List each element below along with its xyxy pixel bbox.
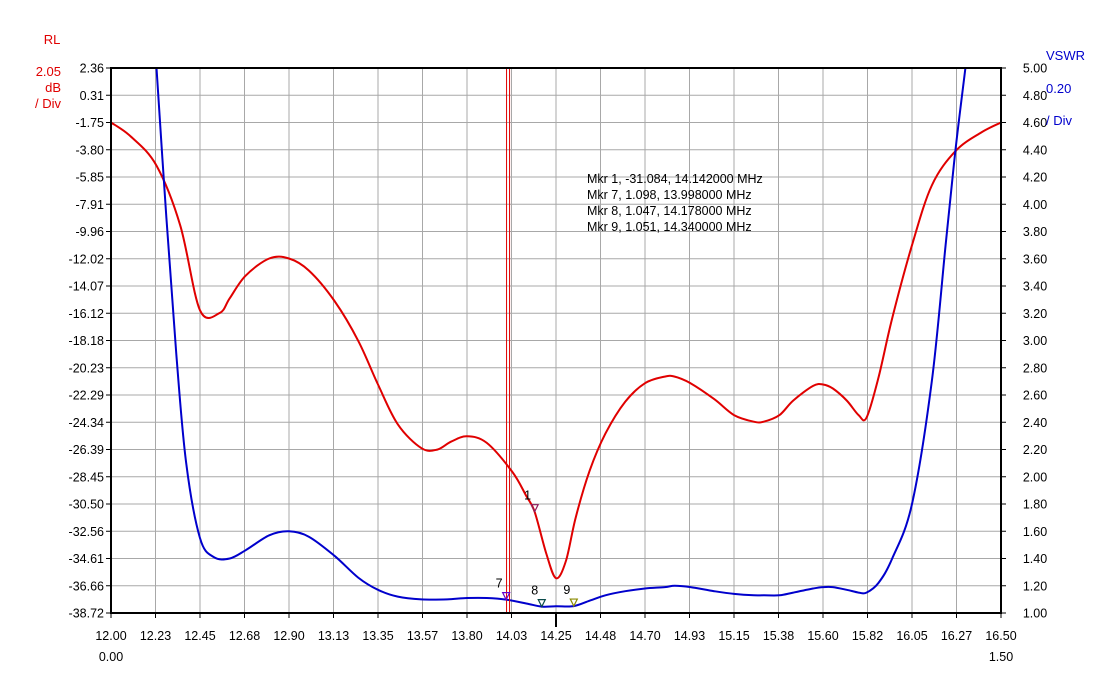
right-tick-label: 1.20 [1023,579,1047,593]
left-axis-title: RL [44,32,61,47]
marker-annotation: Mkr 7, 1.098, 13.998000 MHz [587,188,752,202]
left-tick-label: -26.39 [69,443,104,457]
marker-1-label: 1 [524,489,531,503]
x-tick-label: 16.05 [896,629,927,643]
marker-annotation: Mkr 1, -31.084, 14.142000 MHz [587,172,763,186]
left-tick-label: -16.12 [69,307,104,321]
left-tick-label: -34.61 [69,552,104,566]
cursor [506,68,511,613]
right-tick-label: 2.40 [1023,416,1047,430]
left-tick-label: -12.02 [69,252,104,266]
x-axis-ticks: 12.00 12.23 12.45 12.68 12.90 13.13 13.35 13.57… [95,613,1017,643]
x-tick-label: 12.68 [229,629,260,643]
right-tick-label: 2.20 [1023,443,1047,457]
right-tick-label: 3.00 [1023,334,1047,348]
x-tick-label: 14.48 [585,629,616,643]
right-tick-label: 4.60 [1023,116,1047,130]
right-tick-label: 1.60 [1023,525,1047,539]
left-tick-label: -9.96 [76,225,105,239]
right-tick-label: 4.40 [1023,143,1047,157]
marker-annotations: Mkr 1, -31.084, 14.142000 MHz Mkr 7, 1.09… [587,172,763,234]
right-axis-title: VSWR [1046,48,1085,63]
x-tick-label: 16.27 [941,629,972,643]
marker-7-triangle [501,592,511,601]
x-tick-label: 13.57 [407,629,438,643]
right-tick-label: 1.80 [1023,498,1047,512]
right-tick-label: 2.80 [1023,361,1047,375]
x-tick-label: 15.60 [807,629,838,643]
x-tick-label: 14.03 [496,629,527,643]
marker-8-triangle [537,598,547,608]
right-axis-ticks: 5.00 4.80 4.60 4.40 4.20 4.00 3.80 3.60 3.40 3.20… [1001,62,1047,621]
x-tick-label: 12.45 [184,629,215,643]
marker-9-label: 9 [563,583,570,597]
x-tick-label: 16.50 [985,629,1016,643]
left-tick-label: -5.85 [76,171,105,185]
x-tick-label: 15.82 [852,629,883,643]
right-tick-label: 3.60 [1023,252,1047,266]
right-tick-label: 3.40 [1023,280,1047,294]
left-axis-unit: dB [45,80,61,95]
left-axis-per-div: / Div [35,96,62,111]
left-tick-label: -22.29 [69,389,104,403]
x-tick-label: 15.15 [718,629,749,643]
left-axis-scale-value: 2.05 [36,64,61,79]
right-tick-label: 1.40 [1023,552,1047,566]
x-tick-label: 12.00 [95,629,126,643]
x-tick-label: 13.80 [451,629,482,643]
marker-9-triangle [569,598,579,608]
left-tick-label: -36.66 [69,579,104,593]
left-tick-label: -14.07 [69,280,104,294]
left-tick-label: -7.91 [76,198,105,212]
left-tick-label: -30.50 [69,498,104,512]
return-loss-line [110,121,1002,580]
markers: 17 8 9 [496,489,579,608]
marker-annotation: Mkr 9, 1.051, 14.340000 MHz [587,220,752,234]
left-axis-ticks: 2.36 0.31 -1.75 -3.80 -5.85 -7.91 -9.96 -12.02 -… [69,62,111,621]
x-axis-end-label: 1.50 [989,650,1013,664]
right-tick-label: 4.80 [1023,89,1047,103]
x-tick-label: 15.38 [763,629,794,643]
left-tick-label: 2.36 [80,62,104,76]
x-tick-label: 14.70 [629,629,660,643]
right-tick-label: 4.20 [1023,171,1047,185]
x-tick-label: 13.13 [318,629,349,643]
x-tick-label: 12.90 [273,629,304,643]
grid [111,68,1001,613]
right-tick-label: 2.60 [1023,389,1047,403]
left-tick-label: 0.31 [80,89,104,103]
left-tick-label: -20.23 [69,361,104,375]
right-tick-label: 1.00 [1023,607,1047,621]
marker-8-label: 8 [531,584,538,598]
x-tick-label: 14.25 [540,629,571,643]
left-tick-label: -28.45 [69,470,104,484]
left-tick-label: -1.75 [76,116,105,130]
marker-7-label: 7 [496,577,503,591]
series-lines [110,67,1002,608]
x-tick-label: 13.35 [362,629,393,643]
x-axis-start-label: 0.00 [99,650,123,664]
right-tick-label: 3.20 [1023,307,1047,321]
x-tick-label: 12.23 [140,629,171,643]
right-tick-label: 5.00 [1023,62,1047,76]
left-tick-label: -24.34 [69,416,104,430]
left-tick-label: -32.56 [69,525,104,539]
marker-annotation: Mkr 8, 1.047, 14.178000 MHz [587,204,752,218]
x-tick-label: 14.93 [674,629,705,643]
left-tick-label: -18.18 [69,334,104,348]
right-axis-per-div: / Div [1046,113,1073,128]
right-tick-label: 4.00 [1023,198,1047,212]
marker-1-triangle [530,504,540,514]
right-axis-scale-value: 0.20 [1046,81,1071,96]
left-tick-label: -3.80 [76,143,105,157]
vswr-line [155,67,967,608]
right-tick-label: 2.00 [1023,470,1047,484]
right-tick-label: 3.80 [1023,225,1047,239]
left-tick-label: -38.72 [69,607,104,621]
